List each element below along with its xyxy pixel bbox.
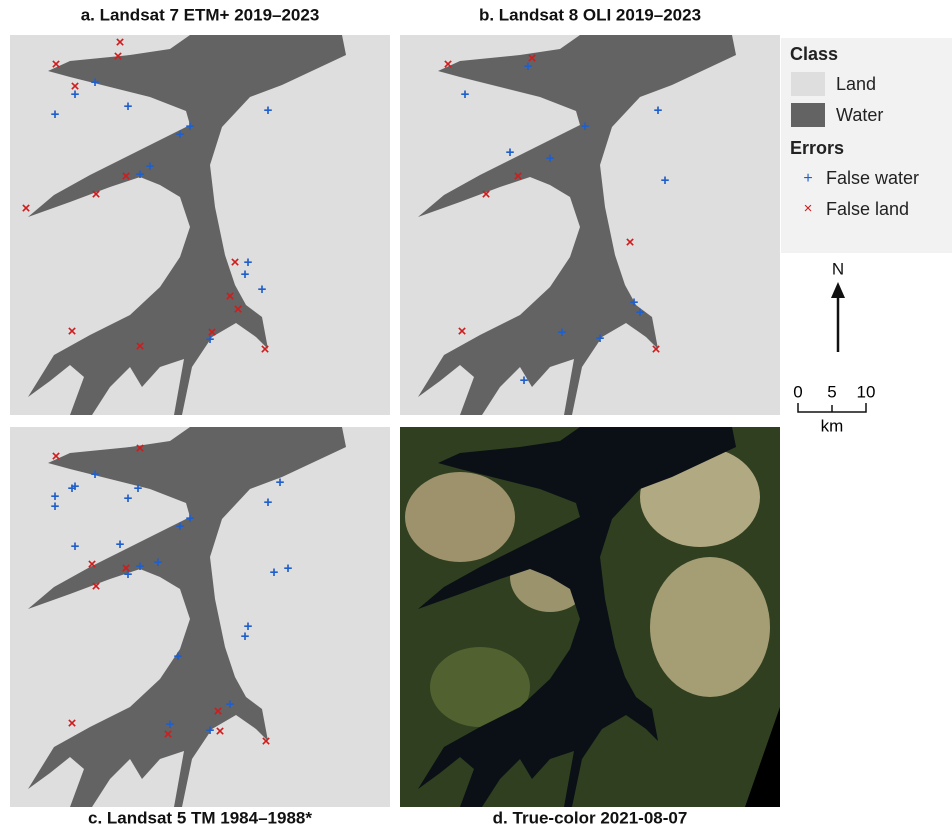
error-marker: +	[91, 74, 100, 91]
error-marker: +	[124, 98, 133, 115]
legend-label: Water	[836, 105, 883, 125]
error-marker: +	[270, 564, 279, 581]
error-marker: +	[206, 722, 215, 739]
figure: a. Landsat 7 ETM+ 2019–2023 b. Landsat 8…	[0, 0, 952, 830]
scale-label: 10	[857, 382, 876, 401]
error-marker: +	[176, 518, 185, 535]
error-marker: +	[461, 86, 470, 103]
error-marker: ×	[136, 338, 145, 355]
error-marker: ×	[88, 556, 97, 573]
error-marker: +	[258, 281, 267, 298]
error-marker: +	[506, 144, 515, 161]
error-marker: ×	[122, 560, 131, 577]
panel-title: d. True-color 2021-08-07	[493, 808, 688, 827]
panel-title: a. Landsat 7 ETM+ 2019–2023	[81, 5, 320, 24]
error-marker: ×	[122, 168, 131, 185]
error-marker: ×	[216, 723, 225, 740]
page: {"panels": [ {"title": "a. Landsat 7 ETM…	[0, 0, 952, 830]
error-marker: +	[116, 536, 125, 553]
error-marker: +	[264, 102, 273, 119]
legend-title: Class	[790, 44, 838, 64]
error-marker: +	[174, 648, 183, 665]
legend-marker: ×	[804, 200, 813, 217]
error-marker: ×	[52, 448, 61, 465]
error-marker: +	[636, 304, 645, 321]
error-marker: ×	[164, 726, 173, 743]
error-marker: +	[134, 480, 143, 497]
error-marker: ×	[92, 578, 101, 595]
map-panel: ++++++++++++×××××××	[400, 35, 780, 415]
error-marker: +	[520, 372, 529, 389]
error-marker: +	[154, 554, 163, 571]
error-marker: +	[136, 558, 145, 575]
error-marker: ×	[444, 56, 453, 73]
north-label: N	[832, 259, 844, 278]
error-marker: ×	[68, 715, 77, 732]
scale-bar	[798, 403, 866, 412]
error-marker: +	[264, 494, 273, 511]
error-marker: +	[284, 560, 293, 577]
error-marker: +	[654, 102, 663, 119]
legend-marker: +	[803, 170, 812, 187]
error-marker: ×	[71, 78, 80, 95]
legend-swatch	[791, 72, 825, 96]
error-marker: +	[558, 324, 567, 341]
error-marker: ×	[482, 186, 491, 203]
legend-swatch	[791, 103, 825, 127]
map-panel: +++++++++++++××××××××××××××	[10, 34, 390, 415]
error-marker: ×	[261, 341, 270, 358]
error-marker: +	[136, 166, 145, 183]
error-marker: ×	[231, 254, 240, 271]
error-marker: +	[68, 480, 77, 497]
error-marker: ×	[652, 341, 661, 358]
panel-title: c. Landsat 5 TM 1984–1988*	[88, 808, 312, 827]
error-marker: +	[51, 106, 60, 123]
north-arrowhead	[831, 282, 845, 298]
legend-label: False land	[826, 199, 909, 219]
scale-label: 0	[793, 382, 802, 401]
legend-label: False water	[826, 168, 919, 188]
error-marker: ×	[528, 50, 537, 67]
error-marker: ×	[626, 234, 635, 251]
error-marker: ×	[92, 186, 101, 203]
legend-title: Errors	[790, 138, 844, 158]
panel-title: b. Landsat 8 OLI 2019–2023	[479, 5, 701, 24]
error-marker: +	[546, 150, 555, 167]
error-marker: ×	[214, 703, 223, 720]
error-marker: +	[176, 126, 185, 143]
error-marker: +	[186, 510, 195, 527]
error-marker: +	[124, 490, 133, 507]
error-marker: ×	[68, 323, 77, 340]
error-marker: ×	[514, 168, 523, 185]
error-marker: ×	[136, 440, 145, 457]
legend-label: Land	[836, 74, 876, 94]
error-marker: +	[51, 488, 60, 505]
true-color-panel	[400, 427, 780, 807]
scale-unit: km	[821, 416, 844, 435]
error-marker: +	[91, 466, 100, 483]
error-marker: +	[146, 158, 155, 175]
error-marker: ×	[52, 56, 61, 73]
error-marker: +	[186, 118, 195, 135]
error-marker: +	[661, 172, 670, 189]
error-marker: ×	[114, 48, 123, 65]
error-marker: ×	[234, 301, 243, 318]
error-marker: ×	[262, 733, 271, 750]
error-marker: +	[596, 330, 605, 347]
error-marker: ×	[22, 200, 31, 217]
map-panel: ++++++++++++++++++++++++××××××××××	[10, 427, 390, 807]
error-marker: +	[71, 538, 80, 555]
error-marker: ×	[458, 323, 467, 340]
error-marker: +	[276, 474, 285, 491]
error-marker: +	[241, 628, 250, 645]
error-marker: +	[241, 266, 250, 283]
error-marker: +	[226, 696, 235, 713]
error-marker: ×	[208, 324, 217, 341]
error-marker: +	[581, 118, 590, 135]
scale-label: 5	[827, 382, 836, 401]
